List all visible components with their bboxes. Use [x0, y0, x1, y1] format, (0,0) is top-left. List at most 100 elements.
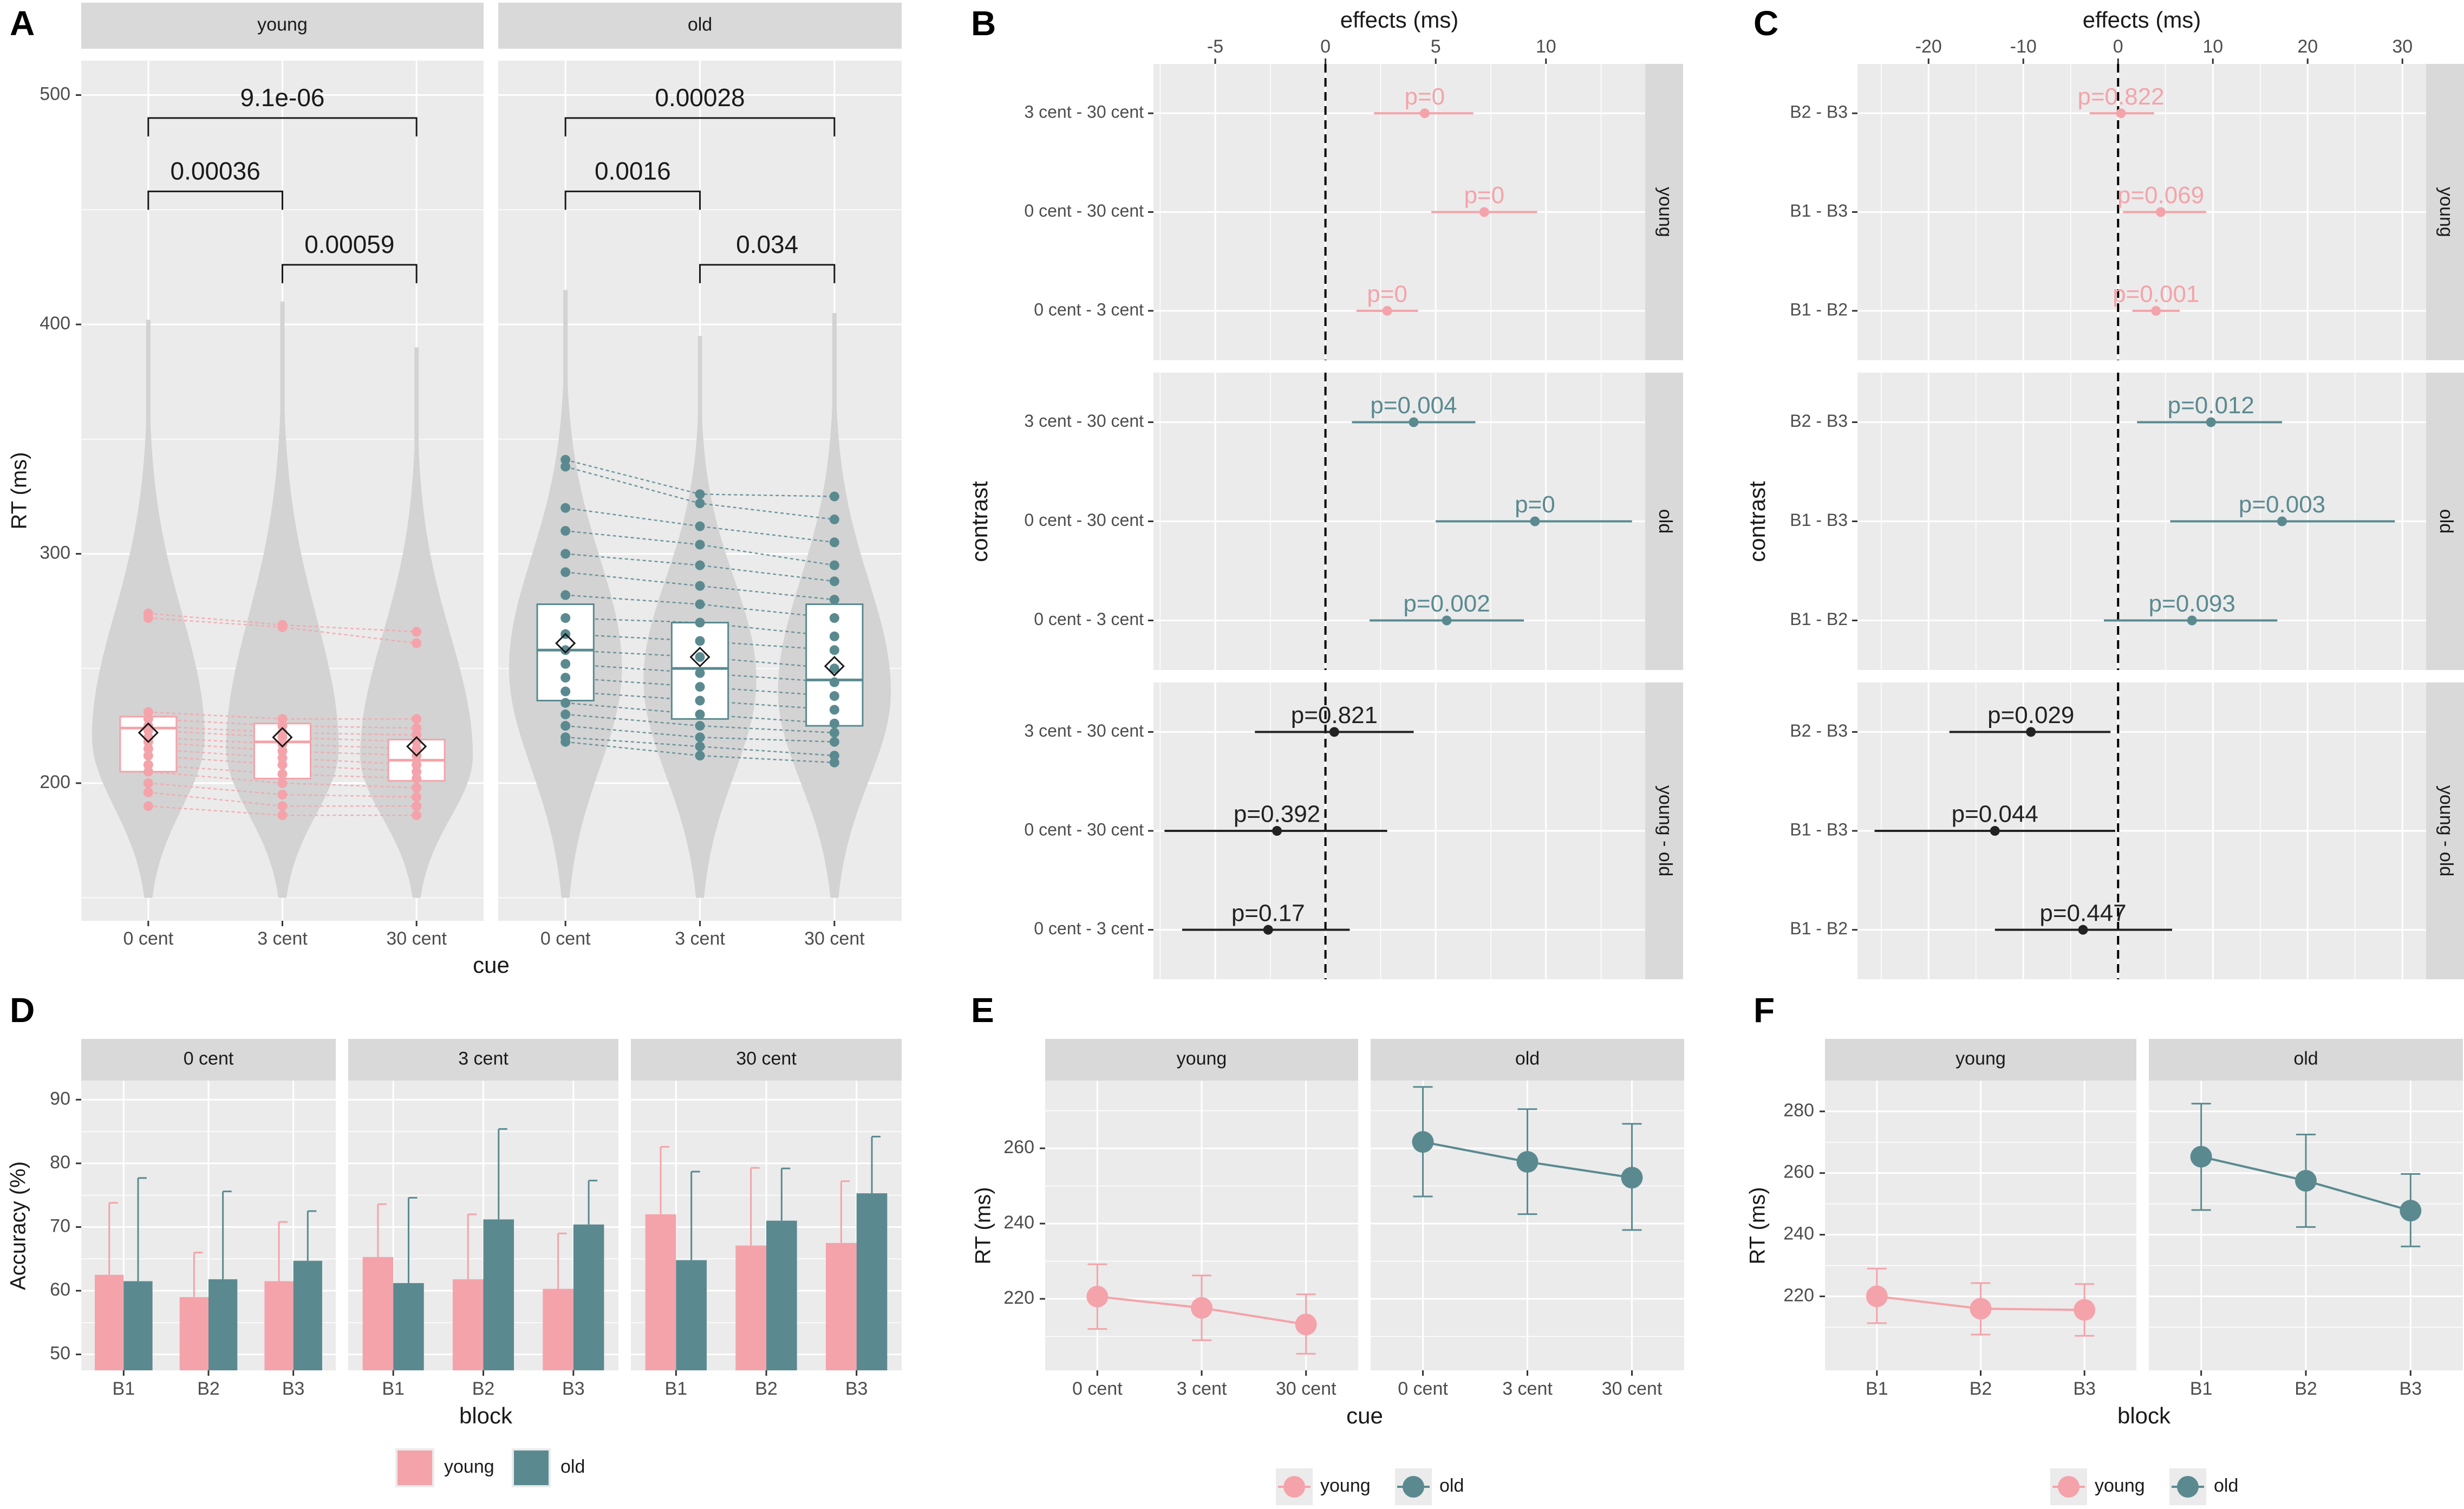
- subject-point-young: [143, 744, 153, 754]
- subject-point-old: [560, 645, 571, 655]
- subject-point-young: [412, 783, 422, 793]
- subject-point-old: [560, 461, 571, 472]
- subject-point-young: [143, 725, 153, 736]
- f-y-tick-label: 260: [1783, 1162, 1814, 1182]
- bar-old-B2: [208, 1279, 238, 1370]
- estimate-point: [1442, 615, 1452, 626]
- e-x-axis-title: cue: [1346, 1403, 1383, 1428]
- subject-point-old: [829, 664, 839, 674]
- mean-diamond: [824, 655, 845, 677]
- e-y-tick-label: 220: [1003, 1287, 1034, 1308]
- p-value-label: p=0: [1405, 83, 1445, 110]
- d-strip-30-cent-bg: [631, 1039, 902, 1081]
- subject-line-old: [565, 649, 835, 669]
- b-strip-young-old-label: young - old: [1655, 785, 1676, 876]
- subject-line-old: [565, 594, 835, 619]
- subject-point-old: [695, 709, 705, 719]
- a-x-tick-label: 3 cent: [675, 928, 725, 949]
- c-strip-young-label: young: [2436, 187, 2456, 237]
- mean-point-young: [1970, 1298, 1992, 1320]
- c-contrast-label: B1 - B3: [1790, 510, 1848, 530]
- a-strip-young-bg: [81, 3, 484, 49]
- d-x-axis-title: block: [459, 1403, 513, 1428]
- estimate-point: [1272, 826, 1282, 836]
- e-x-tick-label: 3 cent: [1177, 1378, 1227, 1399]
- p-value-label: p=0.447: [2039, 900, 2126, 926]
- subject-point-old: [829, 631, 839, 641]
- subject-line-old: [565, 736, 835, 757]
- estimate-point: [2116, 108, 2126, 119]
- e-x-tick-label: 0 cent: [1072, 1378, 1123, 1399]
- estimate-point: [1530, 516, 1540, 526]
- significance-bracket: [282, 264, 418, 283]
- subject-point-old: [695, 617, 705, 628]
- bracket-label: 9.1e-06: [240, 83, 324, 112]
- mean-point-young: [1866, 1285, 1888, 1308]
- bar-young-B2: [452, 1279, 484, 1370]
- b-strip-young-old-bg: [1645, 682, 1683, 979]
- subject-point-young: [277, 739, 288, 749]
- p-value-label: p=0.821: [1291, 702, 1378, 729]
- bar-young-B2: [179, 1297, 208, 1370]
- subject-point-old: [695, 682, 705, 692]
- b-contrast-label: 0 cent - 3 cent: [1034, 300, 1144, 319]
- subject-point-old: [560, 549, 571, 559]
- d-strip-0-cent-label: 0 cent: [184, 1048, 234, 1069]
- subject-line-young: [148, 613, 417, 633]
- subject-line-old: [565, 663, 835, 683]
- e-y-tick-label: 240: [1003, 1212, 1034, 1233]
- a-x-tick-label: 30 cent: [804, 928, 865, 949]
- d-x-tick-label: B1: [382, 1378, 405, 1399]
- d-legend-label: young: [444, 1456, 494, 1477]
- subject-point-young: [143, 801, 153, 811]
- subject-line-young: [148, 791, 417, 807]
- p-value-label: p=0: [1367, 281, 1407, 307]
- subject-point-young: [277, 810, 288, 821]
- subject-point-young: [143, 707, 153, 717]
- subject-point-young: [412, 760, 422, 770]
- estimate-point: [1263, 925, 1273, 935]
- subject-point-old: [695, 721, 705, 731]
- mean-point-young: [1086, 1285, 1109, 1308]
- f-strip-old-label: old: [2293, 1048, 2318, 1069]
- c-strip-young-bg: [2426, 64, 2464, 360]
- c-x-axis-title: effects (ms): [2083, 7, 2201, 32]
- b-contrast-label: 3 cent - 30 cent: [1024, 411, 1144, 431]
- d-x-tick-label: B3: [845, 1378, 868, 1399]
- bar-old-B2: [483, 1219, 514, 1370]
- p-value-label: p=0.822: [2077, 83, 2164, 110]
- bar-young-B1: [645, 1214, 676, 1370]
- bar-old-B1: [123, 1281, 153, 1370]
- estimate-point: [1382, 305, 1392, 316]
- c-x-tick-label: 0: [2113, 36, 2123, 57]
- b-strip-old-bg: [1645, 373, 1683, 670]
- subject-point-young: [143, 760, 153, 770]
- c-strip-young-old-label: young - old: [2436, 785, 2456, 876]
- mean-diamond: [555, 633, 576, 654]
- legend-swatch-young: [397, 1451, 432, 1485]
- c-x-tick-label: 10: [2202, 36, 2223, 57]
- subject-point-young: [412, 638, 422, 648]
- mean-diamond: [272, 727, 293, 748]
- f-x-tick-label: B2: [2294, 1378, 2317, 1399]
- subject-line-young: [148, 748, 417, 766]
- subject-point-old: [695, 751, 705, 761]
- subject-point-old: [560, 590, 571, 600]
- a-x-tick-label: 3 cent: [257, 928, 308, 949]
- estimate-point: [1990, 826, 2000, 836]
- subject-line-young: [148, 764, 417, 779]
- e-x-tick-label: 3 cent: [1502, 1378, 1553, 1399]
- legend-marker-young: [2058, 1476, 2080, 1498]
- estimate-point: [2151, 305, 2161, 316]
- e-y-tick-label: 260: [1003, 1137, 1034, 1157]
- f-strip-old-bg: [2149, 1039, 2463, 1081]
- a-y-tick-label: 500: [40, 84, 70, 105]
- p-value-label: p=0.392: [1234, 801, 1320, 828]
- d-strip-3-cent-bg: [348, 1039, 618, 1081]
- subject-point-young: [412, 801, 422, 811]
- subject-point-old: [829, 718, 839, 729]
- subject-point-old: [560, 659, 571, 669]
- a-y-axis-title: RT (ms): [8, 452, 31, 530]
- d-y-tick-label: 90: [50, 1088, 70, 1109]
- subject-point-old: [695, 599, 705, 609]
